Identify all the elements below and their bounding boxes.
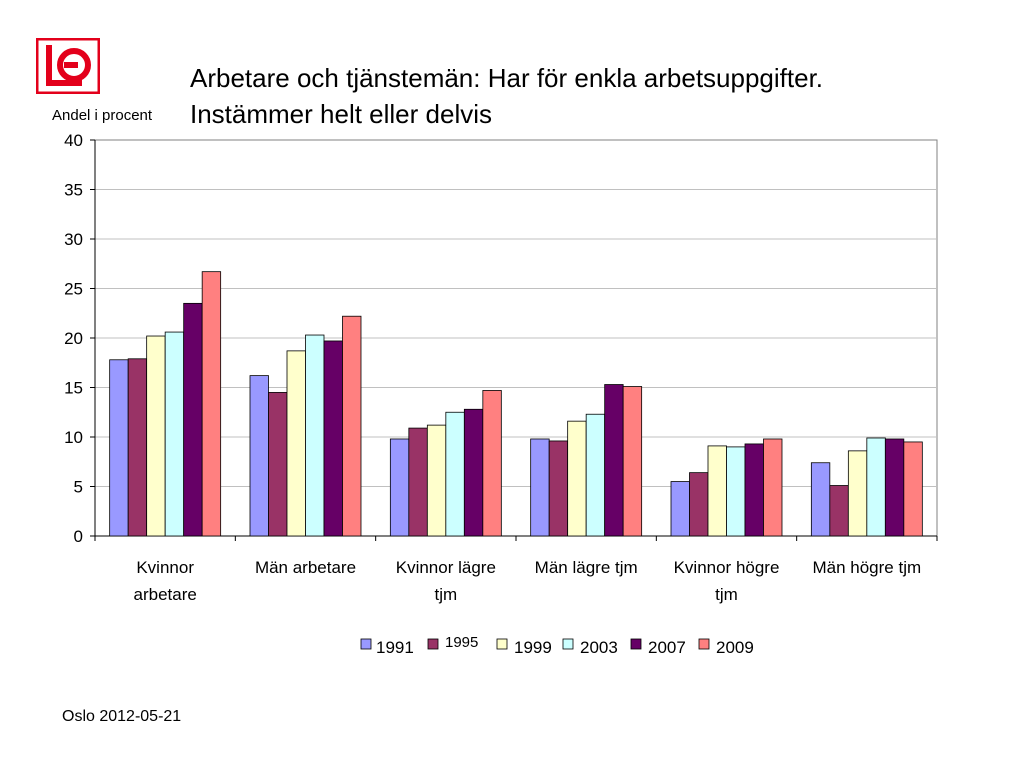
bar-2003-2 bbox=[445, 411, 465, 537]
page-title: Arbetare och tjänstemän: Har för enkla a… bbox=[190, 60, 990, 132]
title-line-2: Instämmer helt eller delvis bbox=[190, 99, 492, 129]
legend-swatch-2007 bbox=[630, 638, 642, 650]
x-tick-label: Kvinnor högre tjm bbox=[674, 558, 780, 604]
legend-swatch-1999 bbox=[496, 638, 508, 650]
bar-1995-3 bbox=[548, 440, 569, 537]
bar-2007-0 bbox=[183, 302, 203, 537]
bar-1991-5 bbox=[810, 462, 831, 537]
bar-1999-3 bbox=[567, 420, 587, 537]
legend-swatch-1995 bbox=[427, 638, 439, 650]
bar-1999-1 bbox=[286, 350, 306, 537]
lo-logo bbox=[36, 38, 100, 94]
x-tick-label: Män lägre tjm bbox=[535, 558, 638, 577]
bar-1991-4 bbox=[670, 481, 690, 537]
bar-1991-2 bbox=[389, 438, 410, 537]
bar-2003-0 bbox=[164, 331, 185, 537]
x-tick-label: Kvinnor lägre tjm bbox=[396, 558, 496, 604]
bar-1991-0 bbox=[109, 359, 129, 537]
bar-2009-5 bbox=[903, 441, 923, 537]
x-tick-label: Män högre tjm bbox=[812, 558, 921, 577]
legend-label-2007: 2007 bbox=[648, 638, 686, 657]
bar-1991-1 bbox=[249, 375, 269, 537]
bar-2009-3 bbox=[622, 386, 643, 537]
y-axis-label: Andel i procent bbox=[52, 107, 153, 124]
y-tick-label: 25 bbox=[64, 280, 83, 299]
x-tick-label: Kvinnor arbetare bbox=[134, 558, 197, 604]
bar-2003-1 bbox=[305, 334, 325, 537]
y-tick-label: 5 bbox=[74, 478, 83, 497]
y-tick-label: 35 bbox=[64, 181, 83, 200]
bar-1999-4 bbox=[707, 445, 727, 537]
bar-1995-1 bbox=[268, 392, 288, 537]
legend-swatch-2003 bbox=[562, 638, 574, 650]
bar-1995-0 bbox=[127, 358, 148, 537]
legend-label-1995: 1995 bbox=[445, 634, 478, 651]
bar-1999-0 bbox=[146, 335, 166, 537]
bar-1999-2 bbox=[426, 424, 447, 537]
bar-1995-5 bbox=[829, 485, 849, 537]
bar-2003-3 bbox=[585, 413, 606, 537]
bar-2003-5 bbox=[866, 437, 886, 537]
y-tick-label: 30 bbox=[64, 230, 83, 249]
legend-label-1991: 1991 bbox=[376, 638, 414, 657]
bar-2007-4 bbox=[744, 443, 764, 537]
legend-swatch-2009 bbox=[698, 638, 710, 650]
bar-1991-3 bbox=[530, 438, 550, 537]
bar-2003-4 bbox=[726, 446, 746, 537]
bar-1995-2 bbox=[408, 427, 428, 537]
legend-label-2003: 2003 bbox=[580, 638, 618, 657]
bar-2009-4 bbox=[763, 438, 783, 537]
bar-2009-0 bbox=[201, 271, 222, 537]
bar-2007-5 bbox=[884, 438, 905, 537]
bar-2007-2 bbox=[463, 408, 484, 537]
footer-date: Oslo 2012-05-21 bbox=[62, 708, 182, 725]
y-tick-label: 0 bbox=[74, 527, 83, 546]
bar-2009-1 bbox=[342, 315, 362, 537]
y-tick-label: 10 bbox=[64, 428, 83, 447]
bar-1995-4 bbox=[689, 472, 709, 537]
y-tick-label: 15 bbox=[64, 379, 83, 398]
x-tick-label: Män arbetare bbox=[255, 558, 356, 577]
legend-label-2009: 2009 bbox=[716, 638, 754, 657]
y-tick-label: 40 bbox=[64, 131, 83, 150]
legend-swatch-1991 bbox=[360, 638, 372, 650]
y-tick-label: 20 bbox=[64, 329, 83, 348]
bar-2009-2 bbox=[482, 390, 502, 537]
title-line-1: Arbetare och tjänstemän: Har för enkla a… bbox=[190, 63, 824, 93]
bar-1999-5 bbox=[847, 450, 868, 537]
bar-2007-3 bbox=[604, 384, 624, 537]
bar-2007-1 bbox=[323, 340, 343, 537]
legend-label-1999: 1999 bbox=[514, 638, 552, 657]
